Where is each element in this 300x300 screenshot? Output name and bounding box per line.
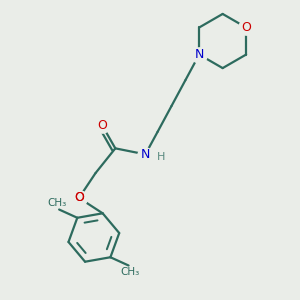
Text: CH₃: CH₃: [121, 267, 140, 277]
Text: O: O: [97, 119, 107, 132]
Text: N: N: [194, 48, 204, 61]
Text: O: O: [74, 191, 84, 204]
Text: CH₃: CH₃: [48, 198, 67, 208]
Text: H: H: [157, 152, 165, 162]
Text: N: N: [140, 148, 150, 161]
Text: O: O: [241, 21, 251, 34]
Text: O: O: [74, 191, 84, 204]
